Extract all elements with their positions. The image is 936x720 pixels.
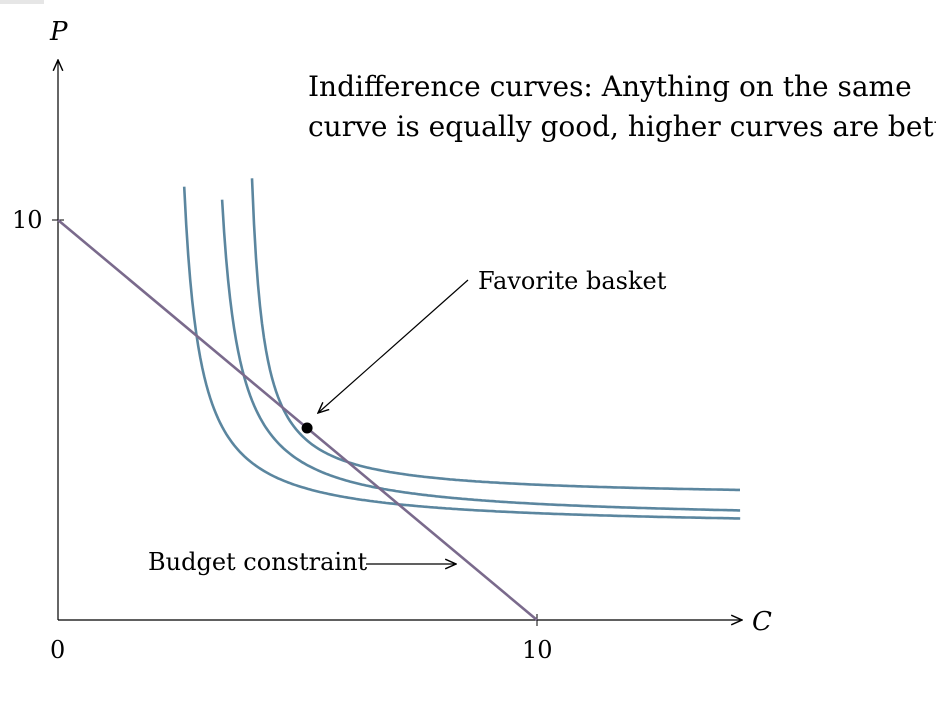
corner-mark	[0, 0, 44, 4]
indifference-curve-3	[250, 178, 740, 492]
favorite-basket-point	[301, 422, 313, 434]
annotation-line-1: Indifference curves: Anything on the sam…	[308, 70, 912, 103]
x-tick-label-10: 10	[522, 636, 553, 664]
favorite-basket-arrow	[318, 279, 469, 413]
indifference-curve-2	[220, 199, 741, 512]
x-tick-label-0: 0	[50, 636, 65, 664]
y-axis-label: P	[49, 17, 68, 47]
budget-constraint-label: Budget constraint	[148, 548, 368, 576]
budget-constraint-line	[57, 219, 538, 621]
indifference-curve-1	[182, 186, 741, 520]
y-tick-label-10: 10	[12, 206, 43, 234]
x-axis-label: C	[752, 607, 772, 637]
annotation-line-2: curve is equally good, higher curves are…	[308, 110, 936, 143]
indifference-curves	[182, 178, 741, 520]
favorite-basket-label: Favorite basket	[478, 267, 667, 295]
